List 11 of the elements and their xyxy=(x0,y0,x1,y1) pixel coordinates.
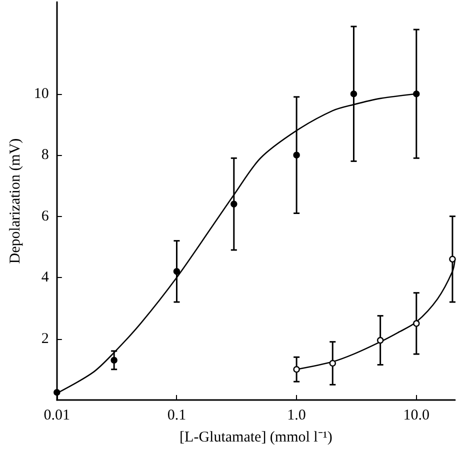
y-tick-label: 4 xyxy=(41,270,50,286)
y-axis-title: Depolarization (mV) xyxy=(8,138,24,264)
y-tick-label: 2 xyxy=(41,330,49,347)
x-axis-title: [L-Glutamate] (mmol l⁻¹) xyxy=(180,430,332,446)
x-tick-label: 0.01 xyxy=(44,408,70,424)
x-tick-label: 10.0 xyxy=(403,408,430,424)
x-tick-label: 1.0 xyxy=(287,408,306,424)
y-tick-label: 6 xyxy=(41,208,50,224)
y-tick-label: 10 xyxy=(34,86,49,102)
x-tick-label: 0.1 xyxy=(167,408,186,424)
y-tick-label: 8 xyxy=(41,147,49,164)
